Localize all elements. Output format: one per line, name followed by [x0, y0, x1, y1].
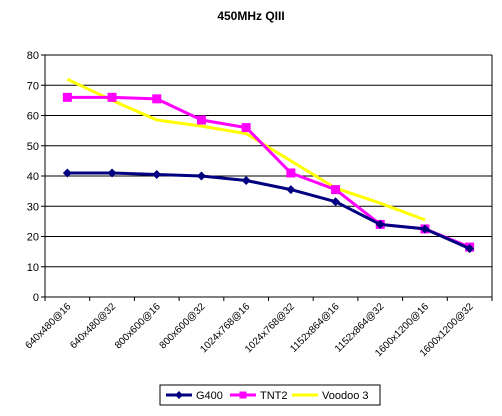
- legend-marker-tnt2: [239, 391, 247, 399]
- legend-label-g400: G400: [196, 390, 223, 402]
- data-point-tnt2: [62, 92, 72, 102]
- x-tick-label: 640x480@16: [24, 301, 74, 351]
- y-tick-label: 80: [27, 50, 39, 62]
- x-tick-label: 640x480@32: [68, 301, 118, 351]
- y-tick-label: 50: [27, 141, 39, 153]
- chart-title: 450MHz QIII: [217, 9, 284, 23]
- y-tick-label: 40: [27, 171, 39, 183]
- data-point-g400: [286, 185, 296, 195]
- data-point-g400: [375, 219, 385, 229]
- data-point-g400: [331, 197, 341, 207]
- y-tick-label: 10: [27, 262, 39, 274]
- legend-box: [159, 384, 381, 406]
- y-tick-label: 0: [33, 292, 39, 304]
- y-tick-label: 60: [27, 111, 39, 123]
- legend: G400 TNT2 Voodoo 3: [159, 384, 381, 406]
- plot-area: 01020304050607080640x480@16640x480@32800…: [24, 50, 493, 359]
- data-point-g400: [241, 176, 251, 186]
- data-point-tnt2: [107, 92, 117, 102]
- y-tick-label: 70: [27, 80, 39, 92]
- data-point-tnt2: [196, 115, 206, 125]
- y-tick-label: 20: [27, 232, 39, 244]
- legend-label-voodoo-3: Voodoo 3: [322, 390, 369, 402]
- legend-label-tnt2: TNT2: [260, 390, 288, 402]
- data-point-g400: [62, 168, 72, 178]
- series-line-voodoo-3: [66, 77, 426, 222]
- data-point-g400: [107, 168, 117, 178]
- data-point-tnt2: [286, 168, 296, 178]
- y-tick-label: 30: [27, 201, 39, 213]
- data-point-g400: [152, 169, 162, 179]
- data-point-tnt2: [152, 94, 162, 104]
- data-point-tnt2: [331, 185, 341, 195]
- data-point-g400: [196, 171, 206, 181]
- x-tick-label: 800x600@16: [113, 301, 163, 351]
- legend-marker-g400: [175, 391, 183, 399]
- data-point-g400: [420, 224, 430, 234]
- x-tick-label: 800x600@32: [158, 301, 208, 351]
- data-point-tnt2: [241, 123, 251, 133]
- data-point-g400: [465, 244, 475, 254]
- series-line-g400: [67, 171, 471, 250]
